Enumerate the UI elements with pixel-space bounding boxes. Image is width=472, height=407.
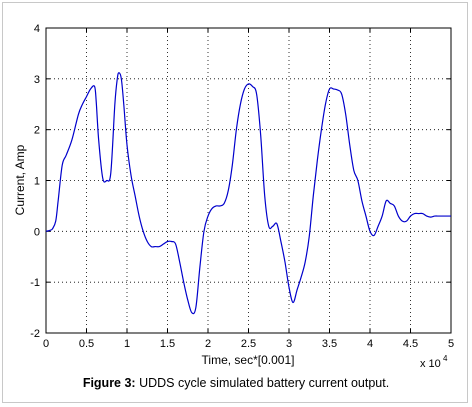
x-tick-label: 0.5 <box>79 338 94 350</box>
y-axis-label: Current, Amp <box>13 144 27 215</box>
y-tick-labels: -2 -1 0 1 2 3 4 <box>30 23 40 340</box>
y-tick-label: -1 <box>30 277 40 289</box>
x-tick-label: 0 <box>43 338 49 350</box>
grid-lines <box>46 28 451 333</box>
x-tick-label: 2.5 <box>241 338 256 350</box>
figure-caption: Figure 3: UDDS cycle simulated battery c… <box>0 376 472 390</box>
y-tick-label: 0 <box>34 226 40 238</box>
y-tick-label: 3 <box>34 74 40 86</box>
x-tick-label: 4.5 <box>403 338 418 350</box>
x-tick-label: 5 <box>448 338 454 350</box>
current-line <box>45 72 451 315</box>
x-tick-labels: 0 0.5 1 1.5 2 2.5 3 3.5 4 4.5 5 <box>43 338 454 350</box>
x-multiplier-exponent: 4 <box>443 354 448 363</box>
x-tick-label: 1 <box>124 338 130 350</box>
y-tick-label: 1 <box>34 176 40 188</box>
x-multiplier-label: x 10 <box>420 358 441 370</box>
x-axis-label: Time, sec*[0.001] <box>202 353 295 367</box>
caption-text: UDDS cycle simulated battery current out… <box>135 376 390 390</box>
y-tick-label: 2 <box>34 125 40 137</box>
x-tick-label: 2 <box>205 338 211 350</box>
x-tick-label: 3 <box>286 338 292 350</box>
y-tick-label: -2 <box>30 328 40 340</box>
x-tick-label: 4 <box>367 338 373 350</box>
x-tick-label: 3.5 <box>322 338 337 350</box>
y-tick-label: 4 <box>34 23 40 35</box>
figure-frame <box>2 2 468 403</box>
caption-lead: Figure 3: <box>82 376 136 390</box>
x-tick-label: 1.5 <box>160 338 175 350</box>
tick-marks <box>45 27 452 334</box>
